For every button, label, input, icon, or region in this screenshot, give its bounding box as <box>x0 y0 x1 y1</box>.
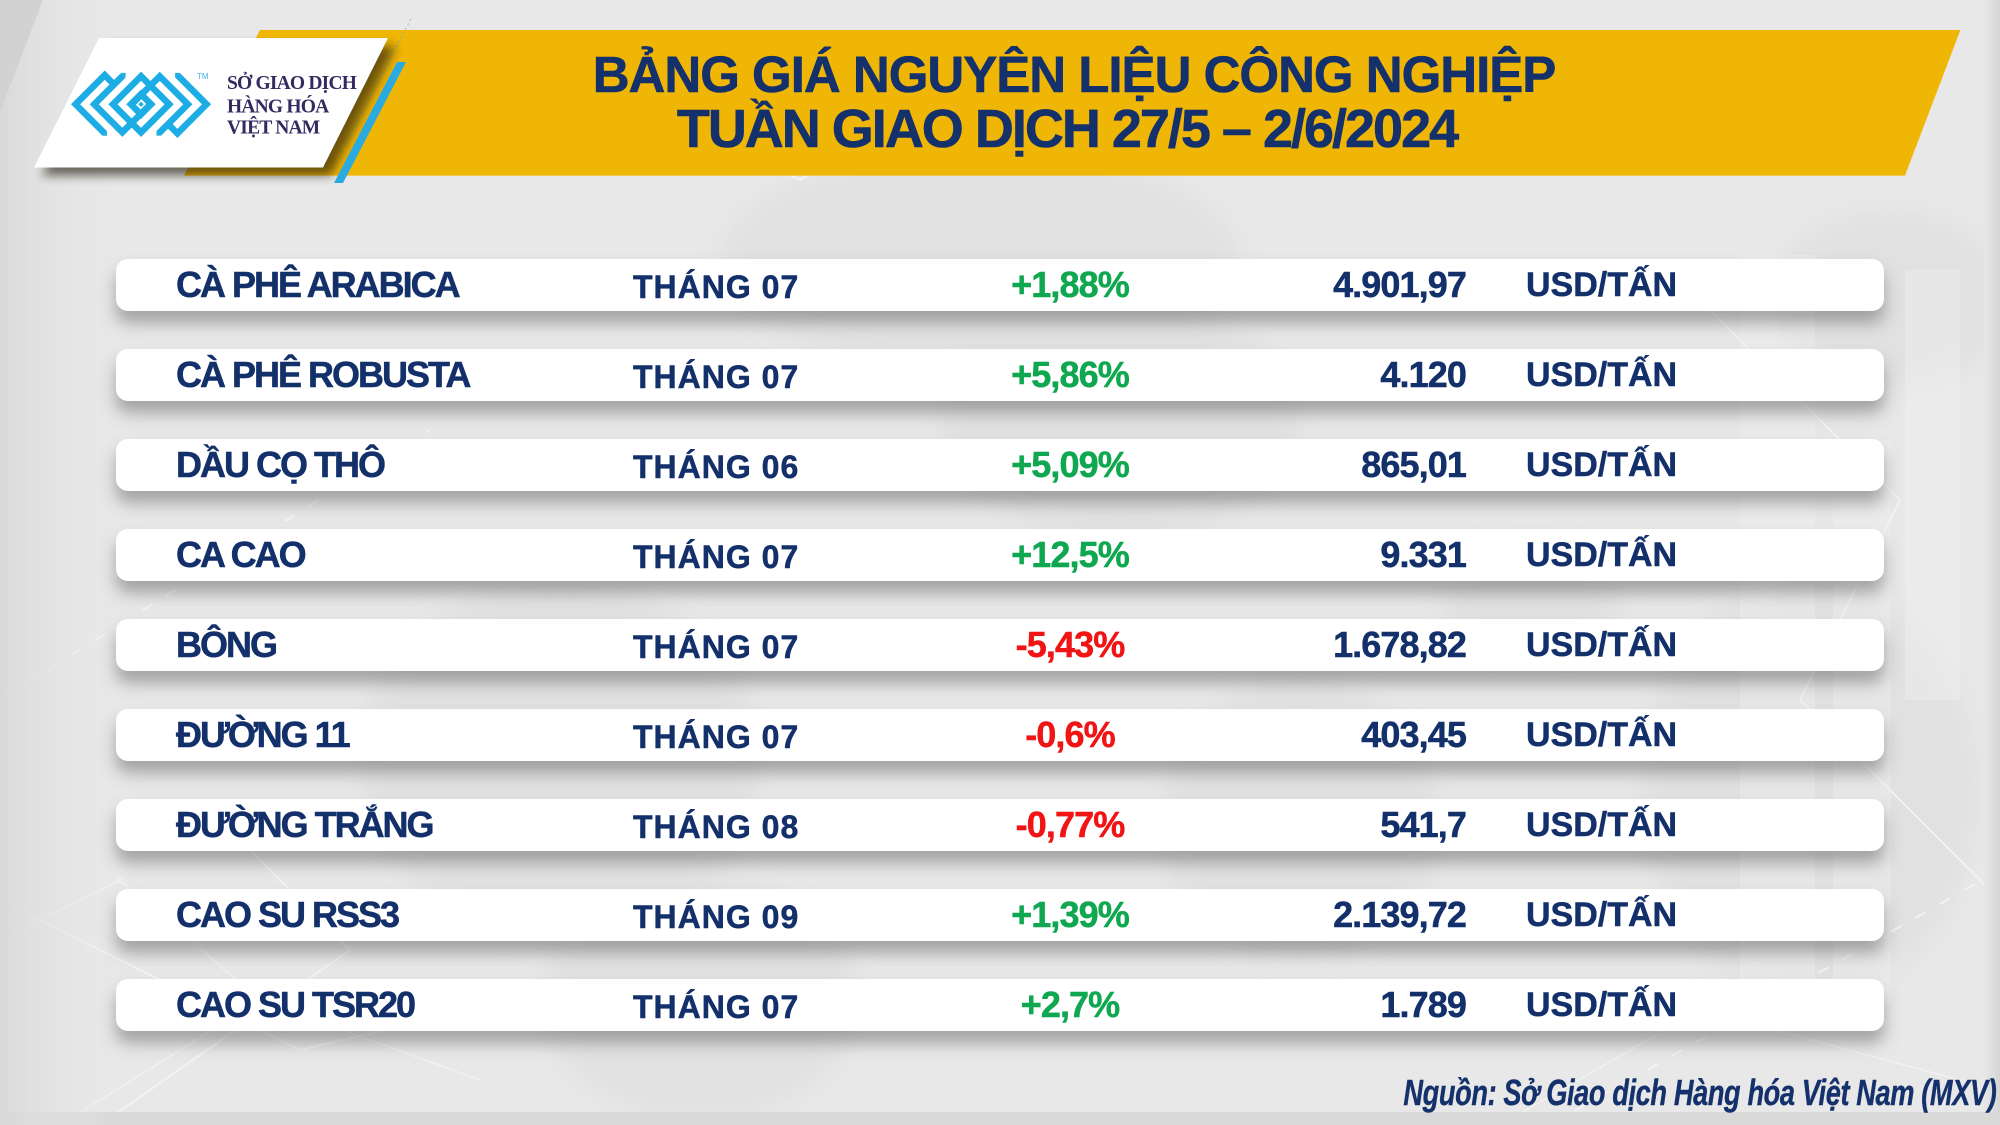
svg-text:SỞ GIAO DỊCH: SỞ GIAO DỊCH <box>227 72 357 94</box>
svg-text:VIỆT NAM: VIỆT NAM <box>227 117 320 139</box>
svg-text:HÀNG HÓA: HÀNG HÓA <box>227 95 329 117</box>
svg-text:TM: TM <box>197 72 209 81</box>
